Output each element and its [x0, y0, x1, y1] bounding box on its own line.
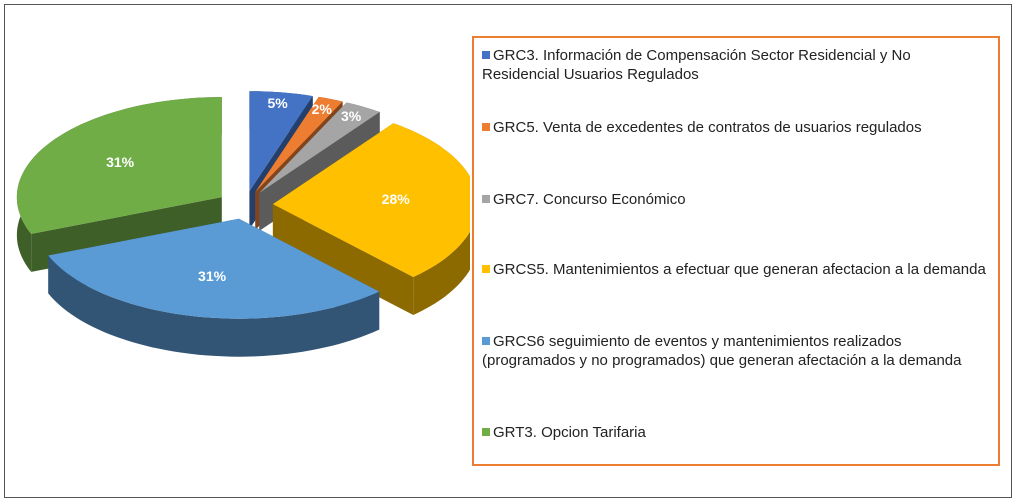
legend-label: GRT3. Opcion Tarifaria [493, 424, 646, 441]
slice-wall [48, 255, 380, 357]
legend-item: GRC3. Información de Compensación Sector… [482, 46, 992, 84]
slice [255, 96, 343, 192]
slice [48, 218, 380, 319]
legend-item: GRCS5. Mantenimientos a efectuar que gen… [482, 260, 992, 279]
legend-label: GRCS6 seguimiento de eventos y mantenimi… [482, 333, 962, 369]
legend-swatch [482, 265, 490, 273]
legend: GRC3. Información de Compensación Sector… [472, 36, 1000, 466]
legend-label: GRCS5. Mantenimientos a efectuar que gen… [493, 261, 986, 278]
legend-item: GRCS6 seguimiento de eventos y mantenimi… [482, 332, 992, 370]
data-label: 2% [312, 101, 333, 117]
chart-frame [4, 4, 1012, 498]
data-label: 3% [341, 108, 362, 124]
slice-side [272, 204, 414, 315]
legend-label: GRC7. Concurso Económico [493, 191, 686, 208]
legend-swatch [482, 195, 490, 203]
data-label: 28% [382, 191, 411, 207]
legend-swatch [482, 337, 490, 345]
slice [272, 123, 470, 277]
pie-chart: 5% 2% 3% 28% 31% 31% [16, 91, 470, 357]
legend-item: GRC7. Concurso Económico [482, 190, 992, 209]
legend-label: GRC3. Información de Compensación Sector… [482, 47, 911, 83]
data-label: 5% [267, 95, 288, 111]
data-label: 31% [106, 154, 135, 170]
slice [16, 97, 222, 234]
legend-label: GRC5. Venta de excedentes de contratos d… [493, 119, 922, 136]
legend-swatch [482, 428, 490, 436]
slice [249, 91, 313, 192]
slice [259, 102, 380, 193]
data-label: 31% [198, 268, 227, 284]
legend-swatch [482, 123, 490, 131]
legend-item: GRC5. Venta de excedentes de contratos d… [482, 118, 992, 137]
legend-item: GRT3. Opcion Tarifaria [482, 423, 992, 442]
legend-swatch [482, 51, 490, 59]
